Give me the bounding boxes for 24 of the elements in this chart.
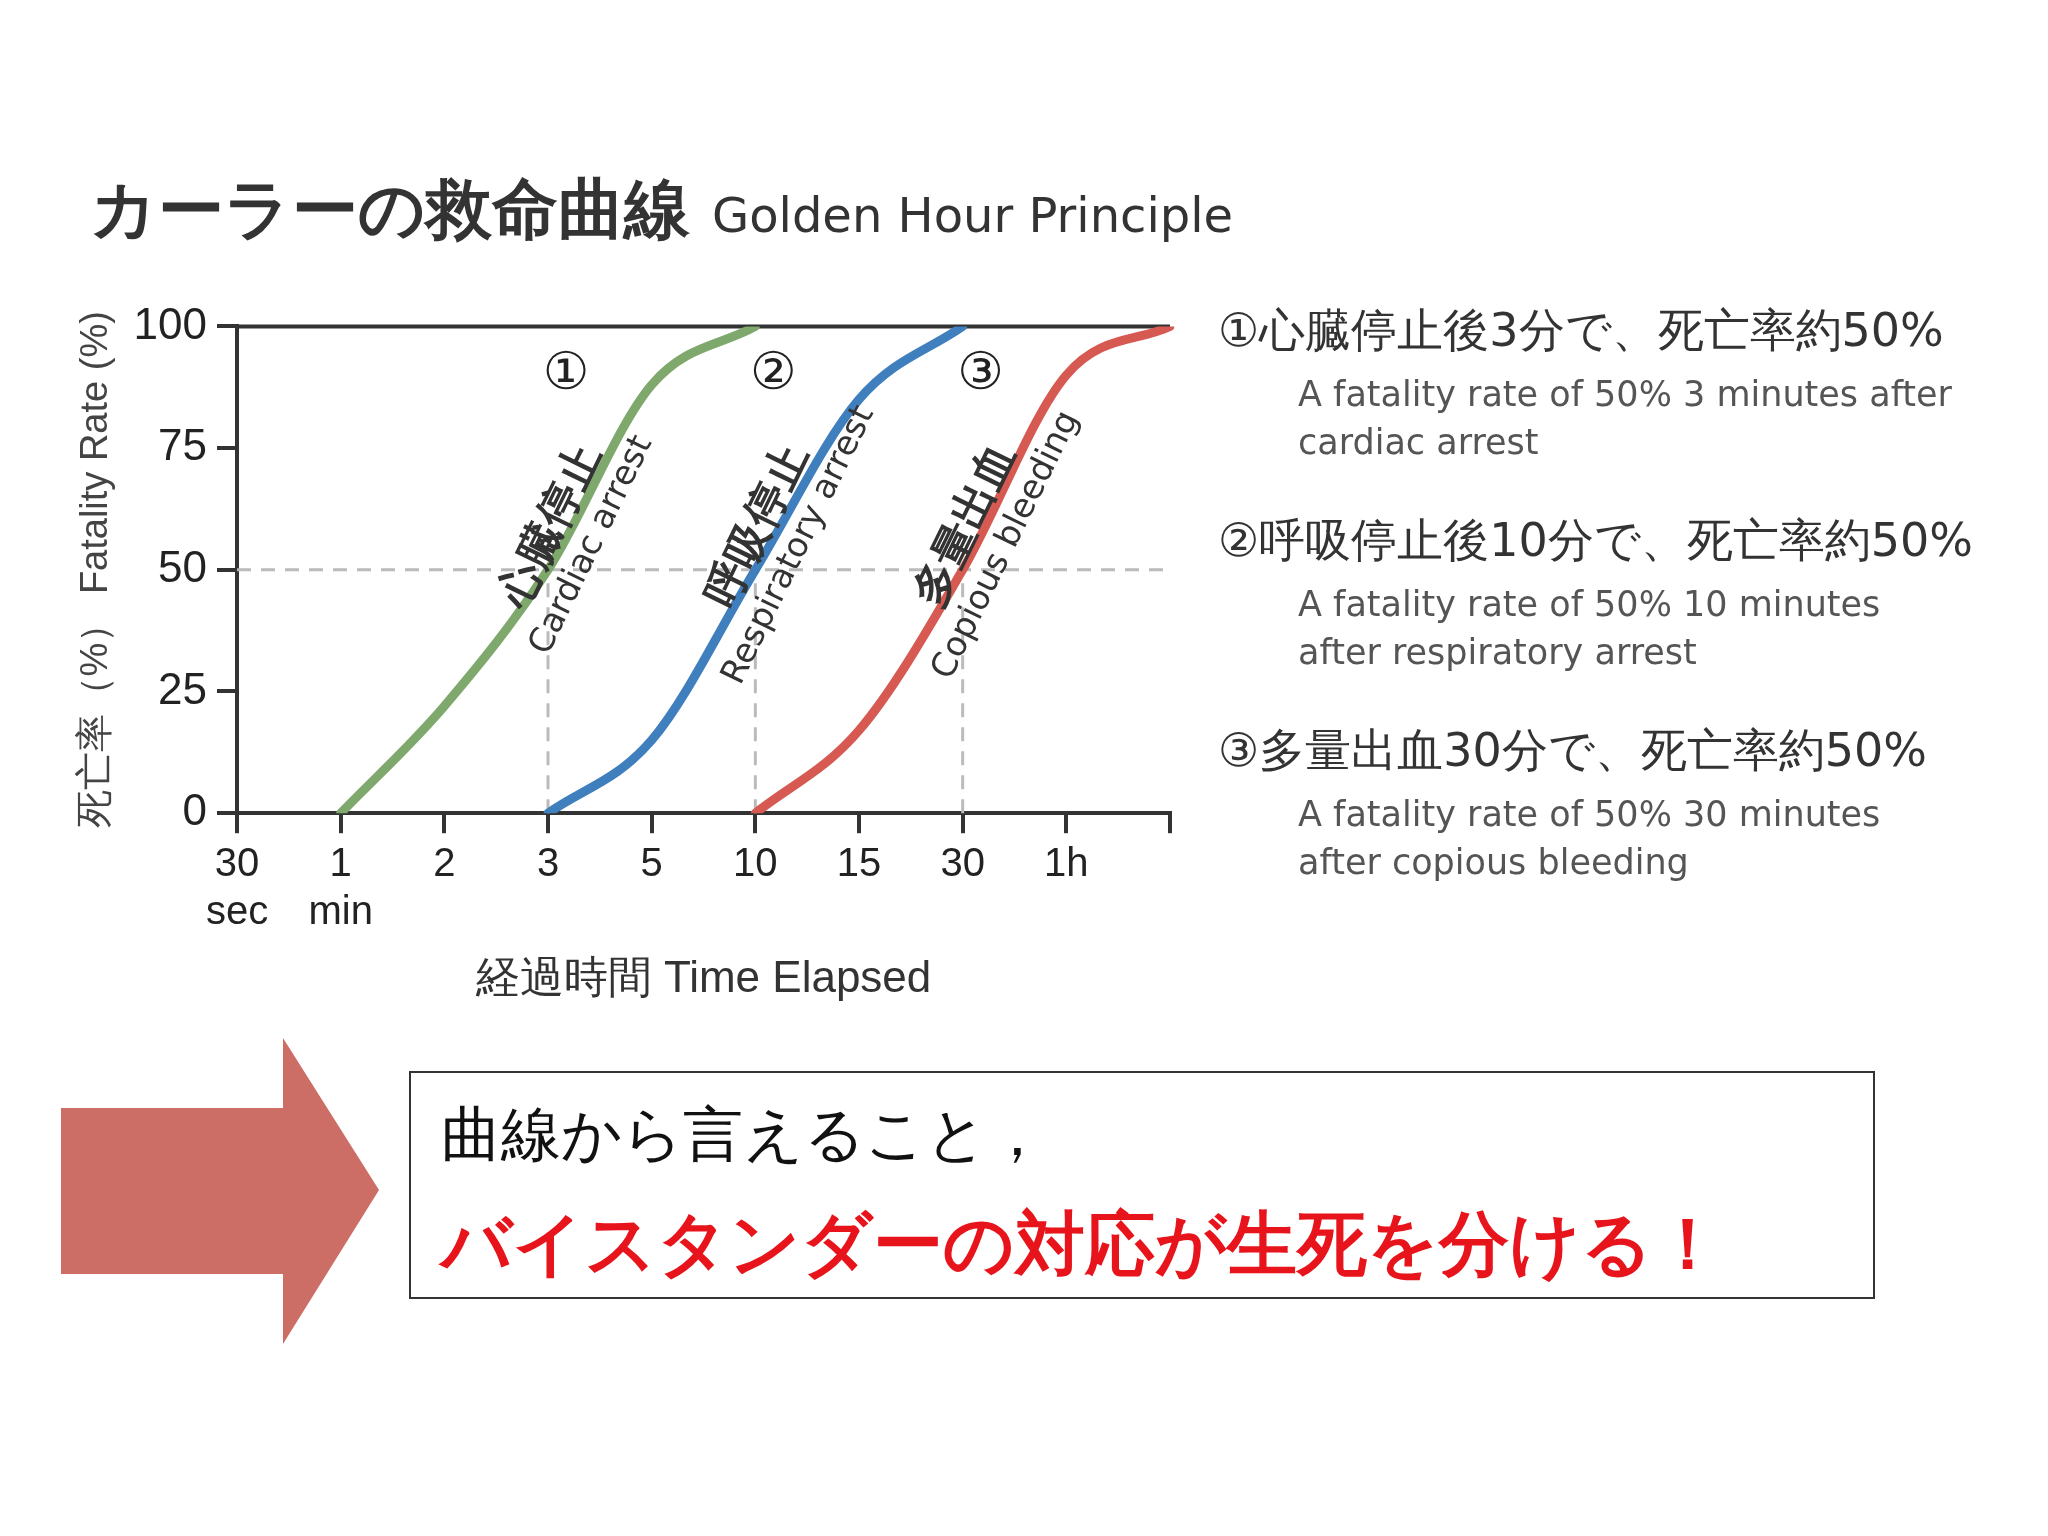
x-tick-label: 15 [836,840,882,885]
x-tick-label: 3 [536,840,560,885]
x-tick-label: 30 sec [205,840,269,933]
x-axis-title: 経過時間 Time Elapsed [474,951,932,1001]
x-tick-label: 2 [433,840,456,885]
chart-title: カーラーの救命曲線 Golden Hour Principle [90,171,1234,248]
text: ③多量出血30分で、死亡率約50% A fatality rate of 50% 30 minutes after copious bleeding [1218,722,1928,884]
text: ②呼吸停止後10分で、死亡率約50% A fatality rate of 50% 10 minutes after respiratory arrest [1218,512,1974,674]
annotation: ① [542,340,590,401]
text: 曲線から言えること， [441,1098,1048,1171]
y-tick-label: 75 [158,420,208,470]
y-tick-label: 25 [158,663,208,713]
x-tick-label: 10 [733,840,778,885]
y-axis-title: 死亡率（%） Fatality Rate (%) [73,311,116,829]
x-tick-label: 30 [940,840,985,885]
x-tick-label: 1h [1044,840,1089,885]
x-tick-label: 1 min [308,840,373,933]
x-tick-label: 5 [640,840,663,885]
annotation: ② [750,340,797,401]
y-tick-label: 0 [182,785,208,835]
y-tick-label: 100 [133,298,208,348]
annotation: ③ [957,340,1004,401]
y-tick-label: 50 [158,541,208,591]
text: ①心臓停止後3分で、死亡率約50% A fatality rate of 50% 3 minutes after cardiac arrest [1218,302,1953,464]
